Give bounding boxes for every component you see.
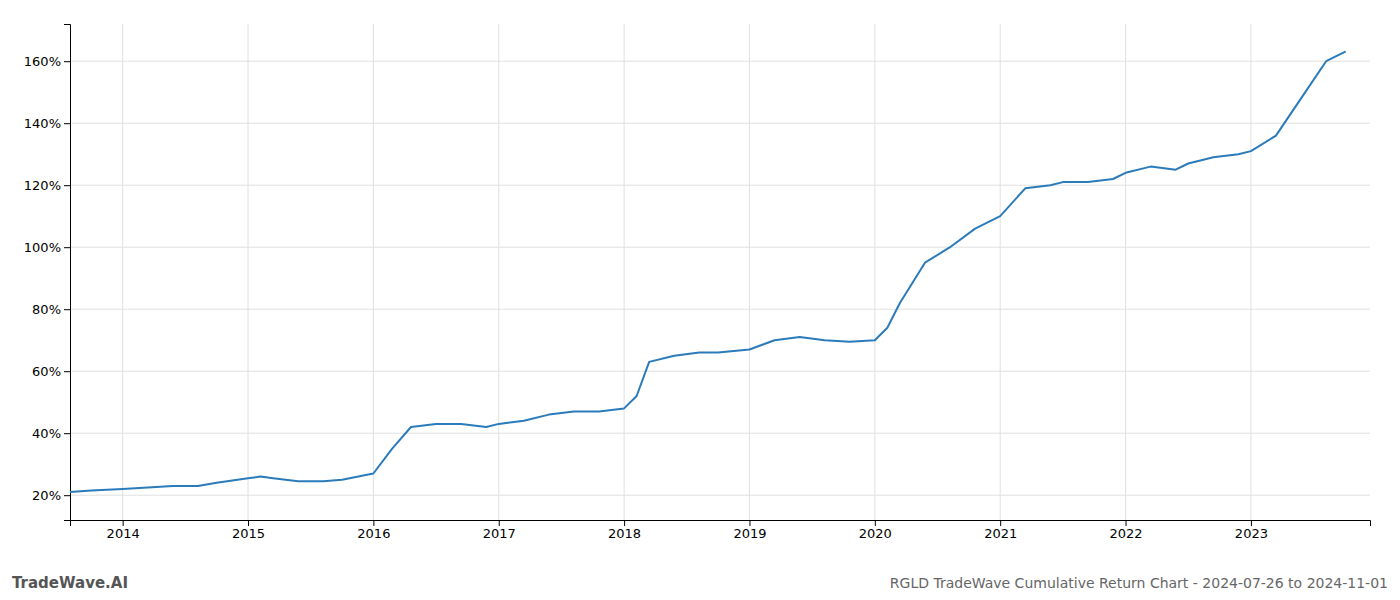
y-axis-tick-mark xyxy=(64,371,70,372)
x-axis-tick-mark xyxy=(624,520,625,526)
y-axis-tick-mark xyxy=(64,495,70,496)
y-axis-tick: 80% xyxy=(32,302,70,317)
x-axis-tick-label: 2021 xyxy=(984,526,1017,541)
y-axis-tick-label: 140% xyxy=(24,116,61,131)
x-axis-tick-mark xyxy=(875,520,876,526)
plot-area xyxy=(70,52,1345,492)
x-axis-tick-label: 2022 xyxy=(1109,526,1142,541)
x-axis-tick: 2015 xyxy=(232,520,265,541)
grid-line-y xyxy=(70,309,1370,310)
x-axis-tick: 2021 xyxy=(984,520,1017,541)
y-axis-tick-label: 40% xyxy=(32,426,61,441)
x-axis-tick-mark xyxy=(749,520,750,526)
x-axis-tick-mark xyxy=(123,520,124,526)
x-axis-tick-label: 2018 xyxy=(608,526,641,541)
x-axis: 2014 2015 2016 2017 2018 2019 2020 2021 2022 2023 xyxy=(71,520,1371,541)
y-axis-tick: 20% xyxy=(32,488,70,503)
y-axis-tick-mark xyxy=(64,123,70,124)
y-axis-tick-label: 120% xyxy=(24,178,61,193)
y-axis-tick: 140% xyxy=(24,116,70,131)
y-axis-tick: 120% xyxy=(24,178,70,193)
y-axis-tick: 160% xyxy=(24,54,70,69)
grid-line-y xyxy=(70,495,1370,496)
grid-line-y xyxy=(70,123,1370,124)
x-axis-tick-mark xyxy=(373,520,374,526)
x-axis-tick-label: 2023 xyxy=(1235,526,1268,541)
x-axis-tick-label: 2014 xyxy=(107,526,140,541)
y-axis: 20% 40% 60% 80% 100% 120% 140% 160% xyxy=(24,25,71,521)
x-axis-tick-mark xyxy=(1251,520,1252,526)
grid-line-x xyxy=(749,24,750,520)
x-axis-tick-mark xyxy=(1000,520,1001,526)
x-axis-tick: 2019 xyxy=(733,520,766,541)
x-axis-tick-label: 2015 xyxy=(232,526,265,541)
grid-line-y xyxy=(70,61,1370,62)
grid-line-x xyxy=(624,24,625,520)
grid-line-x xyxy=(1125,24,1126,520)
grid-line-x xyxy=(248,24,249,520)
grid-line-x xyxy=(373,24,374,520)
y-axis-tick: 40% xyxy=(32,426,70,441)
y-axis-tick-label: 80% xyxy=(32,302,61,317)
x-axis-tick: 2023 xyxy=(1235,520,1268,541)
y-axis-tick-label: 60% xyxy=(32,364,61,379)
y-axis-tick-mark xyxy=(64,185,70,186)
x-axis-tick: 2018 xyxy=(608,520,641,541)
x-axis-tick-label: 2017 xyxy=(483,526,516,541)
x-axis-tick-mark xyxy=(1126,520,1127,526)
y-axis-tick: 100% xyxy=(24,240,70,255)
x-axis-tick-label: 2020 xyxy=(859,526,892,541)
x-axis-tick: 2016 xyxy=(357,520,390,541)
y-axis-tick-label: 160% xyxy=(24,54,61,69)
grid-line-y xyxy=(70,185,1370,186)
grid xyxy=(70,24,1370,520)
y-axis-tick-mark xyxy=(64,309,70,310)
grid-line-x xyxy=(122,24,123,520)
grid-line-x xyxy=(874,24,875,520)
y-axis-tick-mark xyxy=(64,247,70,248)
x-axis-tick: 2022 xyxy=(1109,520,1142,541)
title: RGLD TradeWave Cumulative Return Chart -… xyxy=(890,575,1388,591)
grid-line-y xyxy=(70,433,1370,434)
y-axis-line xyxy=(64,25,71,521)
x-axis-tick-label: 2016 xyxy=(357,526,390,541)
grid-line-x xyxy=(498,24,499,520)
grid-line-x xyxy=(1000,24,1001,520)
grid-line-x xyxy=(1250,24,1251,520)
watermark: TradeWave.AI xyxy=(12,574,128,592)
y-axis-tick-label: 100% xyxy=(24,240,61,255)
x-axis-tick-label: 2019 xyxy=(733,526,766,541)
x-axis-tick-mark xyxy=(499,520,500,526)
x-axis-tick: 2014 xyxy=(107,520,140,541)
x-axis-line xyxy=(71,521,1371,527)
chart: 2014 2015 2016 2017 2018 2019 2020 2021 2022 2023… xyxy=(0,0,1400,600)
line xyxy=(70,52,1345,492)
x-axis-tick-mark xyxy=(248,520,249,526)
grid-line-y xyxy=(70,247,1370,248)
y-axis-tick-mark xyxy=(64,433,70,434)
y-axis-tick-mark xyxy=(64,61,70,62)
x-axis-tick: 2017 xyxy=(483,520,516,541)
y-axis-tick: 60% xyxy=(32,364,70,379)
x-axis-tick: 2020 xyxy=(859,520,892,541)
grid-line-y xyxy=(70,371,1370,372)
y-axis-tick-label: 20% xyxy=(32,488,61,503)
